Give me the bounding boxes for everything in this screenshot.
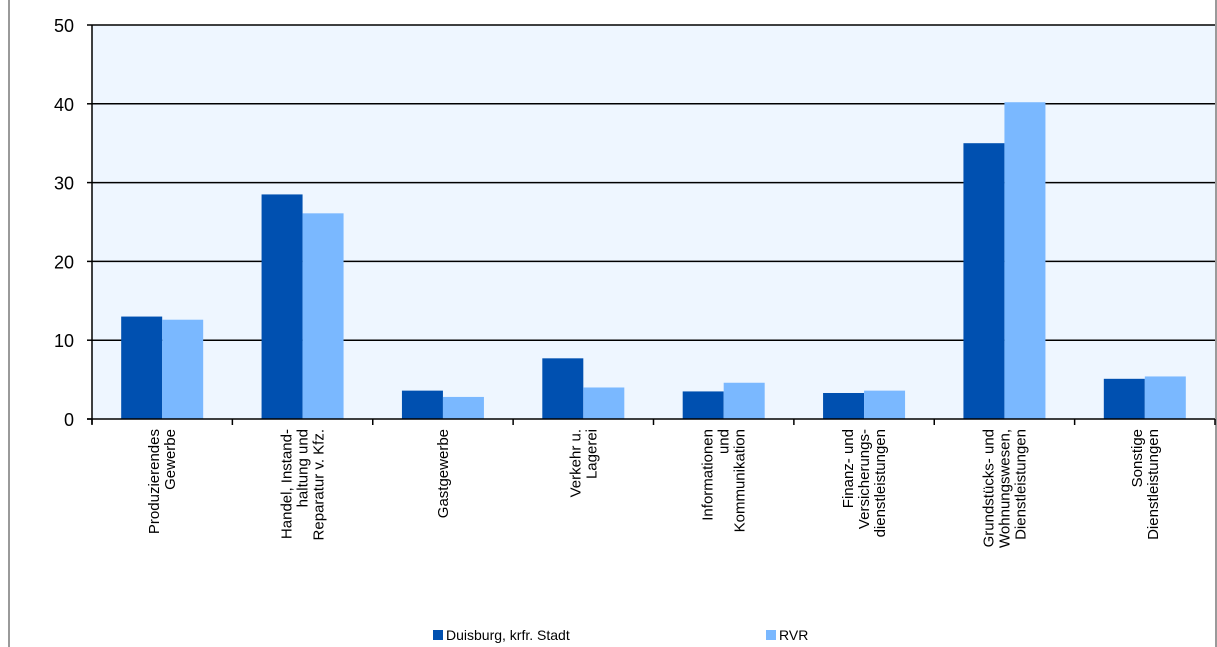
bar-rvr-3 (583, 387, 625, 419)
y-tick-label-10: 10 (54, 331, 74, 351)
x-category-labels: Produzierendes Gewerbe Handel, Instand-hal… (146, 429, 1162, 548)
x-category-line: Wohnungswesen, (996, 429, 1013, 548)
y-tick-labels: 0 10 20 30 40 50 (54, 16, 74, 430)
x-category-label-4: Informationen und Kommunikation (700, 429, 749, 532)
x-category-label-7: Sonstige Dienstleistungen (1129, 429, 1162, 540)
bar-duisburg-2 (401, 390, 443, 419)
x-category-line: und (716, 429, 733, 454)
y-tick-label-50: 50 (54, 16, 74, 36)
y-tick-label-0: 0 (64, 410, 74, 430)
x-category-line: dienstleistungen (872, 429, 889, 537)
x-category-label-6: Grundstücks- und Wohnungswesen, Dienstleis… (980, 429, 1029, 548)
x-category-line: Finanz- und (840, 429, 857, 508)
bar-rvr-0 (162, 319, 204, 419)
x-category-line: Reparatur v. Kfz. (311, 429, 328, 540)
bar-duisburg-1 (261, 194, 303, 419)
axes (87, 24, 1216, 425)
x-category-line: Informationen (700, 429, 717, 521)
plot-area (92, 25, 1215, 419)
x-category-label-1: Handel, Instand-haltung und Reparatur v. … (279, 429, 328, 540)
x-category-label-3: Verkehr u. Lagerei (567, 429, 600, 497)
bar-duisburg-4 (682, 391, 724, 419)
bar-duisburg-5 (823, 392, 865, 419)
x-category-line: Gewerbe (162, 429, 179, 490)
bars (121, 102, 1186, 419)
bar-rvr-4 (723, 382, 765, 419)
plot-background (92, 25, 1215, 419)
y-tick-label-30: 30 (54, 174, 74, 194)
x-category-line: Grundstücks- und (980, 429, 997, 547)
x-category-line: Verkehr u. (567, 429, 584, 497)
bar-duisburg-0 (121, 316, 163, 419)
bar-rvr-5 (864, 390, 906, 419)
bar-duisburg-7 (1103, 378, 1145, 419)
bar-rvr-7 (1144, 376, 1186, 419)
legend-label-rvr: RVR (779, 627, 808, 643)
bar-duisburg-3 (542, 358, 584, 419)
x-category-line: Handel, Instand- (279, 429, 296, 539)
y-tick-label-20: 20 (54, 252, 74, 272)
x-category-line: Gastgewerbe (435, 429, 452, 518)
x-category-label-0: Produzierendes Gewerbe (146, 429, 179, 534)
x-category-line: Dienstleistungen (1145, 429, 1162, 540)
x-category-line: haltung und (295, 429, 312, 507)
x-category-label-2: Gastgewerbe (435, 429, 452, 518)
x-category-line: Sonstige (1129, 429, 1146, 487)
x-category-line: Lagerei (583, 429, 600, 479)
y-tick-label-40: 40 (54, 95, 74, 115)
x-category-line: Kommunikation (732, 429, 749, 532)
x-category-label-5: Finanz- und Versicherungs-dienstleistunge… (840, 429, 889, 537)
x-category-line: Dienstleistungen (1012, 429, 1029, 540)
bar-rvr-1 (302, 213, 344, 419)
legend-swatch-rvr (766, 630, 776, 640)
legend: Duisburg, krfr. Stadt RVR (433, 627, 808, 643)
x-category-line: Versicherungs- (856, 429, 873, 529)
bar-rvr-2 (442, 396, 484, 419)
legend-label-duisburg: Duisburg, krfr. Stadt (446, 627, 570, 643)
x-category-line: Produzierendes (146, 429, 163, 534)
bar-duisburg-6 (963, 143, 1005, 419)
bar-rvr-6 (1004, 102, 1046, 419)
legend-swatch-duisburg (433, 630, 443, 640)
